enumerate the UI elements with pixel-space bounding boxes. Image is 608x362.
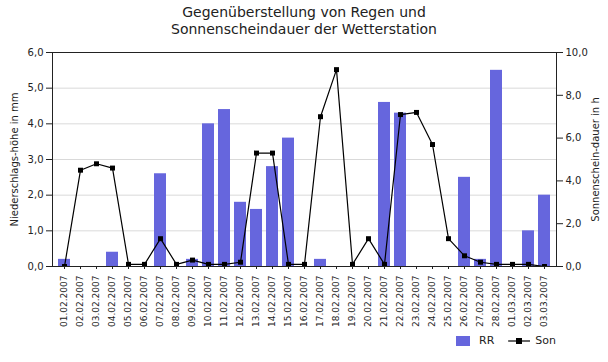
svg-text:10.02.2007: 10.02.2007 — [203, 276, 213, 328]
svg-text:6,0: 6,0 — [28, 47, 44, 58]
svg-text:Sonnenschein-dauer in h: Sonnenschein-dauer in h — [590, 97, 601, 221]
svg-text:03.03.2007: 03.03.2007 — [539, 276, 549, 328]
svg-text:20.02.2007: 20.02.2007 — [363, 276, 373, 328]
svg-text:07.02.2007: 07.02.2007 — [155, 276, 165, 328]
svg-text:27.02.2007: 27.02.2007 — [475, 276, 485, 328]
svg-text:22.02.2007: 22.02.2007 — [395, 276, 405, 328]
svg-text:28.02.2007: 28.02.2007 — [491, 276, 501, 328]
svg-text:Niederschlags-höhe in mm: Niederschlags-höhe in mm — [9, 92, 20, 226]
svg-text:25.02.2007: 25.02.2007 — [443, 276, 453, 328]
svg-text:2,0: 2,0 — [566, 218, 582, 229]
html-text:Gegenüberstellung von Regen un: Gegenüberstellung von Regen und Sonnensc… — [171, 4, 437, 37]
svg-text:1,0: 1,0 — [28, 225, 44, 236]
svg-text:05.02.2007: 05.02.2007 — [123, 276, 133, 328]
svg-text:10,0: 10,0 — [566, 47, 588, 58]
svg-text:4,0: 4,0 — [28, 118, 44, 129]
html-text:RR: RR — [479, 334, 495, 347]
svg-text:11.02.2007: 11.02.2007 — [219, 276, 229, 328]
svg-text:15.02.2007: 15.02.2007 — [283, 276, 293, 328]
svg-text:01.02.2007: 01.02.2007 — [59, 276, 69, 328]
svg-text:3,0: 3,0 — [28, 154, 44, 165]
html-text:Son: Son — [535, 334, 556, 347]
svg-text:13.02.2007: 13.02.2007 — [251, 276, 261, 328]
svg-text:19.02.2007: 19.02.2007 — [347, 276, 357, 328]
svg-text:04.02.2007: 04.02.2007 — [107, 276, 117, 328]
svg-text:14.02.2007: 14.02.2007 — [267, 276, 277, 328]
svg-text:03.02.2007: 03.02.2007 — [91, 276, 101, 328]
svg-text:0,0: 0,0 — [566, 261, 582, 272]
svg-text:8,0: 8,0 — [566, 90, 582, 101]
svg-text:23.02.2007: 23.02.2007 — [411, 276, 421, 328]
svg-text:01.03.2007: 01.03.2007 — [507, 276, 517, 328]
svg-text:02.03.2007: 02.03.2007 — [523, 276, 533, 328]
svg-text:18.02.2007: 18.02.2007 — [331, 276, 341, 328]
svg-text:17.02.2007: 17.02.2007 — [315, 276, 325, 328]
svg-text:5,0: 5,0 — [28, 82, 44, 93]
svg-text:26.02.2007: 26.02.2007 — [459, 276, 469, 328]
svg-text:21.02.2007: 21.02.2007 — [379, 276, 389, 328]
svg-text:16.02.2007: 16.02.2007 — [299, 276, 309, 328]
svg-text:24.02.2007: 24.02.2007 — [427, 276, 437, 328]
svg-text:4,0: 4,0 — [566, 175, 582, 186]
svg-text:0,0: 0,0 — [28, 261, 44, 272]
svg-text:09.02.2007: 09.02.2007 — [187, 276, 197, 328]
svg-text:06.02.2007: 06.02.2007 — [139, 276, 149, 328]
svg-text:08.02.2007: 08.02.2007 — [171, 276, 181, 328]
svg-text:2,0: 2,0 — [28, 189, 44, 200]
svg-text:6,0: 6,0 — [566, 132, 582, 143]
svg-text:02.02.2007: 02.02.2007 — [75, 276, 85, 328]
svg-text:12.02.2007: 12.02.2007 — [235, 276, 245, 328]
